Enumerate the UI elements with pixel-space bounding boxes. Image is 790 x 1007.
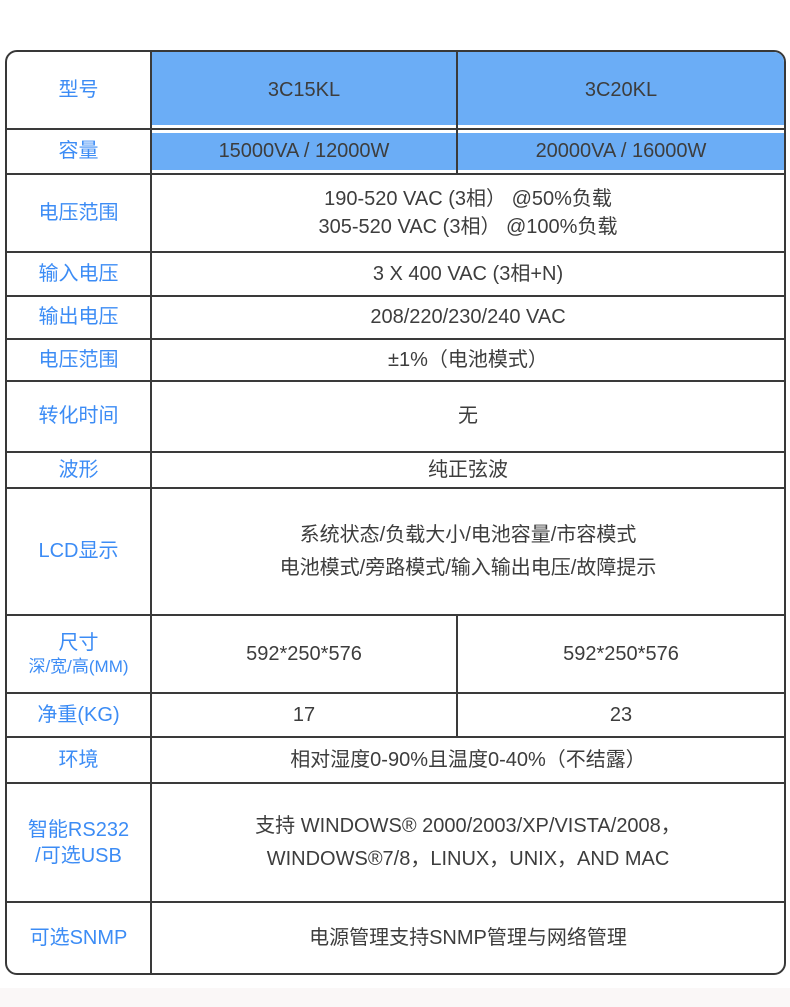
- spec-table: 型号 3C15KL 3C20KL 容量 15000VA / 12000W 200…: [5, 50, 786, 975]
- lcd-display-value: 系统状态/负载大小/电池容量/市容模式 电池模式/旁路模式/输入输出电压/故障提…: [150, 487, 784, 616]
- lcd-display-line1: 系统状态/负载大小/电池容量/市容模式: [299, 524, 637, 547]
- smart-rs232-line2: WINDOWS®7/8，LINUX，UNIX，AND MAC: [266, 847, 670, 870]
- row-label-model: 型号: [7, 52, 152, 130]
- row-environment: 环境 相对湿度0-90%且温度0-40%（不结露）: [7, 736, 784, 784]
- row-label-input-voltage: 输入电压: [7, 251, 152, 297]
- model-value-2: 3C20KL: [456, 52, 784, 130]
- row-input-voltage-range: 电压范围 190-520 VAC (3相） @50%负载 305-520 VAC…: [7, 173, 784, 253]
- row-label-output-voltage-range: 电压范围: [7, 338, 152, 382]
- net-weight-value-2: 23: [456, 692, 784, 738]
- row-label-smart-rs232: 智能RS232 /可选USB: [7, 782, 152, 903]
- row-snmp: 可选SNMP 电源管理支持SNMP管理与网络管理: [7, 901, 784, 973]
- lcd-display-line2: 电池模式/旁路模式/输入输出电压/故障提示: [279, 556, 657, 579]
- smart-rs232-line1: 支持 WINDOWS® 2000/2003/XP/VISTA/2008，: [255, 815, 681, 838]
- row-output-voltage: 输出电压 208/220/230/240 VAC: [7, 295, 784, 340]
- input-voltage-range-line2: 305-520 VAC (3相） @100%负载: [318, 216, 618, 238]
- row-label-environment: 环境: [7, 736, 152, 784]
- capacity-value-1: 15000VA / 12000W: [150, 128, 458, 175]
- smart-rs232-value: 支持 WINDOWS® 2000/2003/XP/VISTA/2008， WIN…: [150, 782, 784, 903]
- output-voltage-value: 208/220/230/240 VAC: [150, 295, 784, 340]
- row-net-weight: 净重(KG) 17 23: [7, 692, 784, 738]
- transfer-time-value: 无: [150, 380, 784, 453]
- output-voltage-range-value: ±1%（电池模式）: [150, 338, 784, 382]
- row-capacity: 容量 15000VA / 12000W 20000VA / 16000W: [7, 128, 784, 175]
- row-output-voltage-range: 电压范围 ±1%（电池模式）: [7, 338, 784, 382]
- dimensions-label-line2: 深/宽/高(MM): [28, 657, 129, 677]
- row-input-voltage: 输入电压 3 X 400 VAC (3相+N): [7, 251, 784, 297]
- smart-rs232-label-line1: 智能RS232: [27, 818, 130, 841]
- dimensions-value-2: 592*250*576: [456, 614, 784, 694]
- row-dimensions: 尺寸 深/宽/高(MM) 592*250*576 592*250*576: [7, 614, 784, 694]
- dimensions-label-line1: 尺寸: [58, 632, 99, 655]
- smart-rs232-label-line2: /可选USB: [35, 844, 122, 867]
- spec-table-grid: 型号 3C15KL 3C20KL 容量 15000VA / 12000W 200…: [7, 52, 784, 973]
- model-value-1: 3C15KL: [150, 52, 458, 130]
- net-weight-value-1: 17: [150, 692, 458, 738]
- row-label-transfer-time: 转化时间: [7, 380, 152, 453]
- waveform-value: 纯正弦波: [150, 451, 784, 489]
- row-waveform: 波形 纯正弦波: [7, 451, 784, 489]
- row-lcd-display: LCD显示 系统状态/负载大小/电池容量/市容模式 电池模式/旁路模式/输入输出…: [7, 487, 784, 616]
- footer-strip: [0, 988, 790, 1007]
- row-label-waveform: 波形: [7, 451, 152, 489]
- row-label-capacity: 容量: [7, 128, 152, 175]
- row-label-snmp: 可选SNMP: [7, 901, 152, 973]
- row-model: 型号 3C15KL 3C20KL: [7, 52, 784, 130]
- row-smart-rs232: 智能RS232 /可选USB 支持 WINDOWS® 2000/2003/XP/…: [7, 782, 784, 903]
- row-label-net-weight: 净重(KG): [7, 692, 152, 738]
- row-transfer-time: 转化时间 无: [7, 380, 784, 453]
- input-voltage-range-value: 190-520 VAC (3相） @50%负载 305-520 VAC (3相）…: [150, 173, 784, 253]
- input-voltage-range-line1: 190-520 VAC (3相） @50%负载: [324, 187, 612, 210]
- snmp-value: 电源管理支持SNMP管理与网络管理: [150, 901, 784, 973]
- capacity-value-2: 20000VA / 16000W: [456, 128, 784, 175]
- row-label-input-voltage-range: 电压范围: [7, 173, 152, 253]
- environment-value: 相对湿度0-90%且温度0-40%（不结露）: [150, 736, 784, 784]
- row-label-dimensions: 尺寸 深/宽/高(MM): [7, 614, 152, 694]
- row-label-lcd-display: LCD显示: [7, 487, 152, 616]
- dimensions-value-1: 592*250*576: [150, 614, 458, 694]
- input-voltage-value: 3 X 400 VAC (3相+N): [150, 251, 784, 297]
- row-label-output-voltage: 输出电压: [7, 295, 152, 340]
